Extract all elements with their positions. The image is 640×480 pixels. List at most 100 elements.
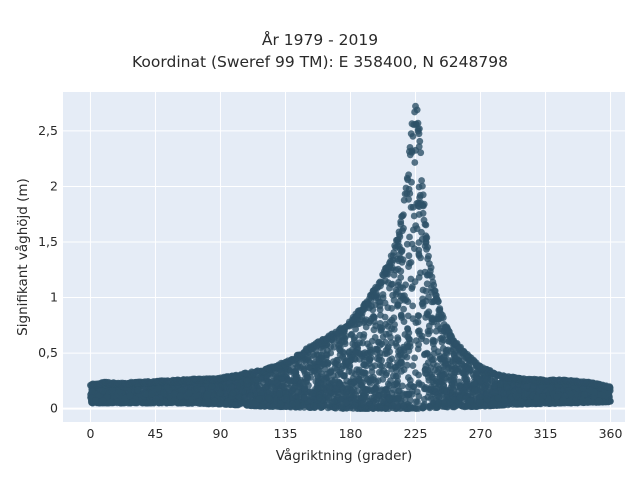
data-point xyxy=(417,269,424,277)
data-point xyxy=(409,302,417,310)
data-point xyxy=(362,316,370,324)
data-point xyxy=(365,300,373,308)
data-point xyxy=(481,402,489,410)
data-point xyxy=(162,398,169,406)
data-point xyxy=(379,396,386,404)
data-point xyxy=(440,353,448,360)
data-point xyxy=(385,343,392,351)
data-point xyxy=(288,393,296,401)
data-point xyxy=(418,381,426,389)
data-point xyxy=(370,313,378,321)
data-point xyxy=(313,364,321,372)
data-point xyxy=(465,366,473,373)
data-point xyxy=(381,299,389,307)
data-point xyxy=(388,355,396,363)
data-point xyxy=(389,256,397,264)
data-point xyxy=(336,351,344,359)
data-point xyxy=(277,369,285,377)
data-point xyxy=(342,399,350,407)
data-point xyxy=(243,402,251,409)
data-point xyxy=(401,331,409,338)
data-point xyxy=(277,400,284,408)
data-point xyxy=(378,279,386,286)
data-point xyxy=(525,399,533,407)
data-point xyxy=(348,330,356,338)
data-point xyxy=(372,399,380,407)
data-point xyxy=(512,392,520,400)
data-point xyxy=(429,340,437,348)
data-point xyxy=(400,318,408,325)
data-point xyxy=(317,380,325,388)
data-point xyxy=(368,403,375,411)
data-point xyxy=(415,143,423,151)
y-tick-label: 1 xyxy=(50,290,58,305)
data-point xyxy=(374,377,382,385)
data-point xyxy=(386,284,393,292)
y-axis-title: Signifikant våghöjd (m) xyxy=(14,178,31,336)
data-point xyxy=(413,106,421,114)
data-point xyxy=(574,399,582,407)
data-point xyxy=(332,404,340,412)
data-point xyxy=(385,330,393,337)
data-point xyxy=(411,354,418,362)
y-tick-label: 1,5 xyxy=(38,234,58,249)
data-point xyxy=(413,405,420,412)
data-point xyxy=(216,390,224,397)
data-point xyxy=(247,392,255,399)
data-point xyxy=(415,250,423,258)
data-point xyxy=(553,393,561,400)
data-point xyxy=(405,171,412,179)
data-point xyxy=(419,286,427,294)
data-point xyxy=(388,305,396,312)
data-point xyxy=(476,393,484,401)
data-point xyxy=(434,322,442,330)
data-point xyxy=(427,264,435,272)
data-point xyxy=(408,285,416,292)
data-point xyxy=(95,392,103,399)
data-point xyxy=(363,375,370,382)
data-point xyxy=(229,390,237,397)
data-point xyxy=(176,392,184,400)
data-point xyxy=(376,306,384,313)
data-point xyxy=(366,343,373,350)
data-point xyxy=(113,398,121,406)
data-point xyxy=(412,319,420,326)
data-point xyxy=(476,399,484,407)
data-point xyxy=(500,389,507,397)
chart-title: År 1979 - 2019 xyxy=(261,31,379,49)
x-tick-label: 360 xyxy=(599,426,623,441)
data-point xyxy=(134,386,142,394)
data-point xyxy=(406,233,413,241)
data-point xyxy=(481,375,489,383)
data-point xyxy=(231,401,239,409)
data-point xyxy=(448,381,456,388)
data-point xyxy=(380,390,387,398)
data-point xyxy=(445,365,452,373)
data-point xyxy=(375,338,383,346)
data-point xyxy=(356,355,363,363)
data-point xyxy=(517,398,525,406)
data-point xyxy=(381,313,389,321)
data-point xyxy=(439,366,446,374)
data-point xyxy=(395,387,402,395)
data-point xyxy=(362,387,369,394)
data-point xyxy=(425,388,433,396)
data-point xyxy=(503,384,511,391)
data-point xyxy=(99,397,107,404)
data-point xyxy=(129,398,137,406)
data-point xyxy=(394,336,402,344)
data-point xyxy=(236,393,244,401)
data-point xyxy=(402,184,410,192)
data-point xyxy=(397,292,405,300)
data-point xyxy=(483,395,491,403)
data-point xyxy=(291,376,299,384)
data-point xyxy=(355,375,363,383)
data-point xyxy=(358,400,366,408)
x-axis-title: Vågriktning (grader) xyxy=(276,447,413,464)
data-point xyxy=(267,389,274,397)
data-point xyxy=(407,381,414,389)
data-point xyxy=(148,390,156,398)
data-point xyxy=(211,397,219,405)
data-point xyxy=(400,343,407,351)
